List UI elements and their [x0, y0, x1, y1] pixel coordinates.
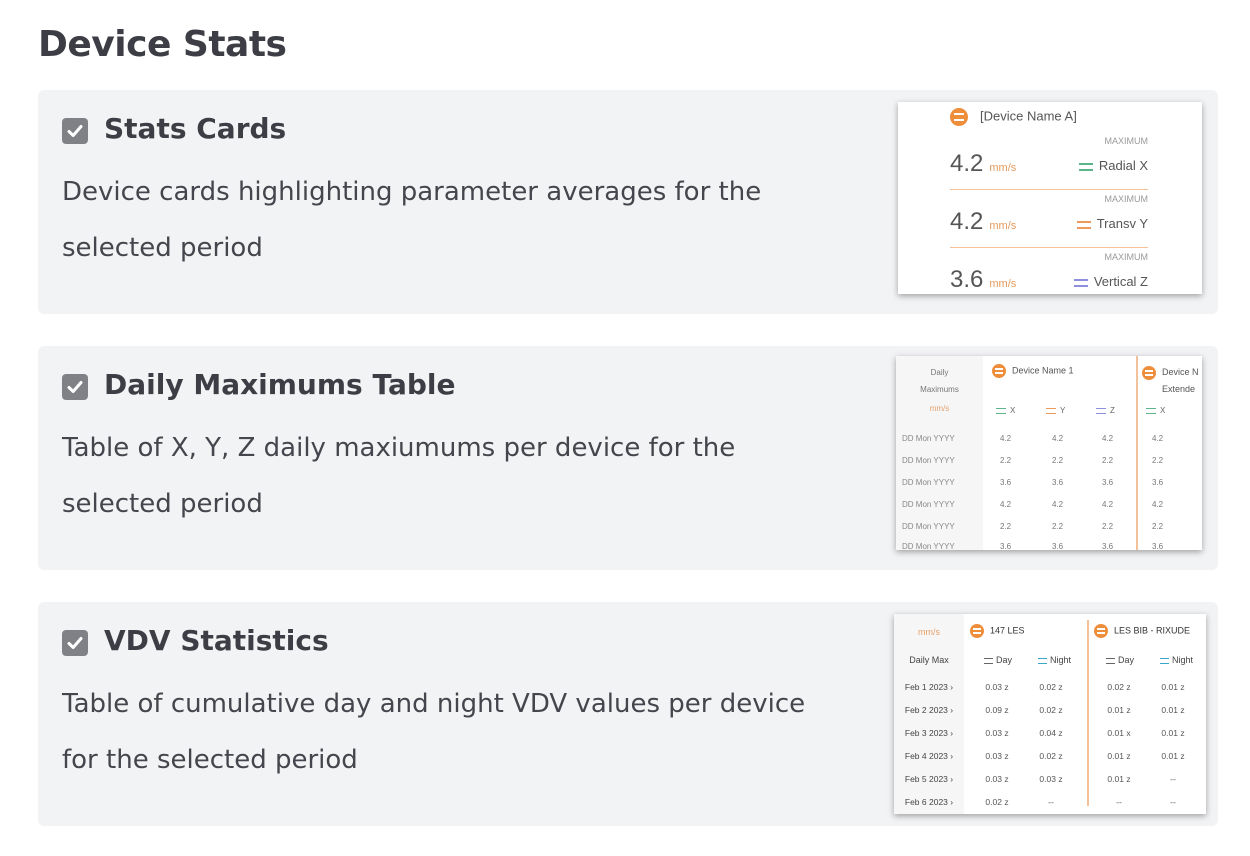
table-row: Feb 4 2023 › 0.03 z 0.02 z 0.01 z 0.01 z [894, 744, 1206, 767]
stat-value: 4.2 mm/s [950, 150, 1017, 177]
device-header: 147 LES [970, 624, 1025, 638]
daily-max-header: Daily Maximums [920, 368, 959, 394]
date-link[interactable]: Feb 5 2023 › [904, 774, 954, 784]
device-name: [Device Name A] [980, 108, 1077, 124]
checkmark-icon [67, 637, 83, 649]
device-divider [1136, 356, 1138, 550]
wave-icon [1146, 407, 1156, 414]
date-link[interactable]: Feb 1 2023 › [904, 682, 954, 692]
stat-value: 4.2 mm/s [950, 208, 1017, 235]
card-description: Table of cumulative day and night VDV va… [62, 689, 806, 775]
table-row: Feb 5 2023 › 0.03 z 0.03 z 0.01 z -- [894, 767, 1206, 790]
axis-header: X [996, 406, 1015, 415]
stats-cards-checkbox[interactable] [62, 118, 88, 144]
day-header: Day [984, 655, 1012, 665]
night-header: Night [1160, 655, 1193, 665]
card-title: Daily Maximums Table [104, 368, 456, 401]
device-icon [970, 624, 984, 638]
wave-icon [996, 407, 1006, 414]
stat-axis: Transv Y [1076, 216, 1148, 231]
device-header: Device Name 1 [992, 364, 1074, 378]
axis-header: Z [1096, 406, 1115, 415]
date-link[interactable]: Feb 6 2023 › [904, 797, 954, 807]
stat-label: MAXIMUM [1104, 252, 1149, 262]
table-row: DD Mon YYYY 3.6 3.6 3.6 3.6 [902, 542, 1164, 550]
stat-label: MAXIMUM [1104, 136, 1149, 146]
checkmark-icon [67, 381, 83, 393]
stat-row: MAXIMUM 4.2 mm/s Transv Y [950, 190, 1148, 248]
stat-label: MAXIMUM [1104, 194, 1149, 204]
stat-row: MAXIMUM 3.6 mm/s Vertical Z [950, 248, 1148, 294]
device-icon [1094, 624, 1108, 638]
wave-icon [1106, 657, 1115, 664]
wave-icon [1073, 278, 1088, 287]
table-row: Feb 2 2023 › 0.09 z 0.02 z 0.01 z 0.01 z [894, 698, 1206, 721]
table-row: DD Mon YYYY 2.2 2.2 2.2 2.2 [902, 522, 1164, 531]
table-row: Feb 1 2023 › 0.03 z 0.02 z 0.02 z 0.01 z [894, 675, 1206, 698]
card-description: Device cards highlighting parameter aver… [62, 177, 762, 263]
preview-device-header: [Device Name A] [950, 108, 1077, 126]
wave-icon [984, 657, 993, 664]
vdv-statistics-preview: mm/s Daily Max 147 LES LES BIB - RIXUDE … [894, 614, 1206, 814]
table-row: DD Mon YYYY 3.6 3.6 3.6 3.6 [902, 478, 1164, 487]
date-link[interactable]: Feb 2 2023 › [904, 705, 954, 715]
device-header: Device N Extende [1142, 364, 1199, 398]
device-icon [1142, 365, 1156, 380]
daily-maximums-checkbox[interactable] [62, 374, 88, 400]
device-header: LES BIB - RIXUDE [1094, 624, 1190, 638]
card-title: Stats Cards [104, 112, 287, 145]
device-divider [1087, 620, 1089, 806]
unit-label: mm/s [929, 404, 950, 413]
date-link[interactable]: Feb 4 2023 › [904, 751, 954, 761]
wave-icon [1096, 407, 1106, 414]
wave-icon [1160, 657, 1169, 664]
stat-axis: Radial X [1078, 158, 1148, 173]
stat-axis: Vertical Z [1073, 274, 1148, 289]
table-row: DD Mon YYYY 4.2 4.2 4.2 4.2 [902, 434, 1164, 443]
axis-header: X [1146, 406, 1165, 415]
stats-cards-preview: [Device Name A] MAXIMUM 4.2 mm/s Radial X… [898, 102, 1202, 294]
date-link[interactable]: Feb 3 2023 › [904, 728, 954, 738]
option-card-vdv-statistics: VDV Statistics Table of cumulative day a… [38, 602, 1218, 826]
card-title: VDV Statistics [104, 624, 329, 657]
page-title: Device Stats [38, 24, 287, 65]
device-icon [950, 108, 968, 126]
night-header: Night [1038, 655, 1071, 665]
stat-row: MAXIMUM 4.2 mm/s Radial X [950, 132, 1148, 190]
table-row: DD Mon YYYY 4.2 4.2 4.2 4.2 [902, 500, 1164, 509]
stat-value: 3.6 mm/s [950, 266, 1017, 293]
table-row: DD Mon YYYY 2.2 2.2 2.2 2.2 [902, 456, 1164, 465]
table-row: Feb 3 2023 › 0.03 z 0.04 z 0.01 x 0.01 z [894, 721, 1206, 744]
card-description: Table of X, Y, Z daily maxiumums per dev… [62, 433, 736, 519]
unit-label: mm/s [918, 627, 940, 637]
option-card-stats-cards: Stats Cards Device cards highlighting pa… [38, 90, 1218, 314]
date-column [896, 356, 983, 550]
axis-header: Y [1046, 406, 1065, 415]
table-row: Feb 6 2023 › 0.02 z -- -- -- [894, 790, 1206, 813]
date-column [894, 614, 964, 814]
wave-icon [1046, 407, 1056, 414]
option-card-daily-maximums: Daily Maximums Table Table of X, Y, Z da… [38, 346, 1218, 570]
day-header: Day [1106, 655, 1134, 665]
checkmark-icon [67, 125, 83, 137]
wave-icon [1076, 220, 1091, 229]
vdv-statistics-checkbox[interactable] [62, 630, 88, 656]
device-icon [992, 364, 1006, 378]
daily-maximums-preview: Daily Maximums mm/s Device Name 1 Device… [896, 356, 1202, 550]
wave-icon [1078, 162, 1093, 171]
daily-max-header: Daily Max [909, 655, 949, 665]
wave-icon [1038, 657, 1047, 664]
